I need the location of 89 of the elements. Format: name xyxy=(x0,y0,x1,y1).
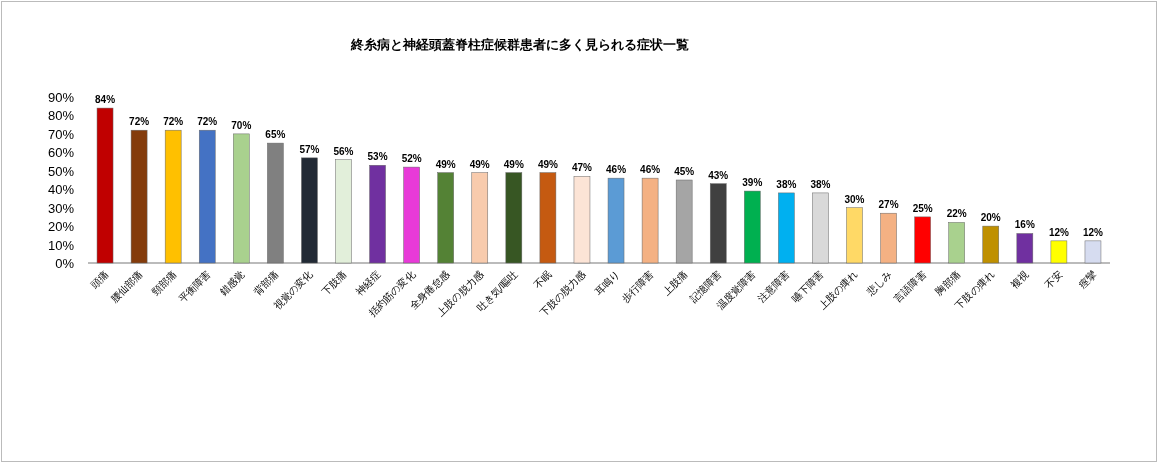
x-tick-label: 腰仙部痛 xyxy=(108,268,145,305)
x-tick-label: 頭痛 xyxy=(88,268,111,291)
y-tick-label: 50% xyxy=(47,163,75,179)
y-tick-label: 80% xyxy=(47,108,75,124)
x-tick-label: 背部痛 xyxy=(251,268,281,298)
bar xyxy=(130,129,148,264)
x-tick-label: 悲しみ xyxy=(864,268,894,299)
bar xyxy=(778,192,795,264)
bar xyxy=(198,129,216,264)
bar xyxy=(471,172,489,264)
y-tick-label: 90% xyxy=(47,90,75,105)
data-label: 47% xyxy=(571,162,593,174)
data-label: 45% xyxy=(674,166,695,177)
data-label: 46% xyxy=(606,164,627,176)
bar xyxy=(982,225,1000,264)
x-tick-label: 錯感覚 xyxy=(217,268,247,298)
data-label: 43% xyxy=(708,169,729,181)
bar xyxy=(607,177,625,264)
data-label: 72% xyxy=(163,116,184,128)
x-tick-label: 上肢痛 xyxy=(660,268,690,298)
y-tick-label: 0% xyxy=(55,256,75,271)
x-tick-label: 痙攣 xyxy=(1076,268,1099,291)
bar xyxy=(233,133,250,264)
bar xyxy=(267,142,284,264)
x-tick-label: 不安 xyxy=(1042,268,1065,291)
bar xyxy=(675,179,693,264)
data-label: 38% xyxy=(776,178,797,190)
bar xyxy=(744,190,761,264)
data-label: 49% xyxy=(503,158,524,170)
x-tick-label: 頸部痛 xyxy=(149,268,179,298)
data-label: 49% xyxy=(537,158,559,170)
bar xyxy=(573,176,591,264)
bar xyxy=(437,172,454,264)
y-tick-label: 20% xyxy=(47,219,75,235)
data-label: 20% xyxy=(980,212,1001,224)
data-label: 53% xyxy=(367,151,388,163)
y-tick-label: 60% xyxy=(47,145,75,161)
data-label: 52% xyxy=(401,153,422,165)
data-label: 56% xyxy=(333,145,354,157)
data-label: 70% xyxy=(231,119,252,131)
data-label: 25% xyxy=(912,202,933,214)
bar xyxy=(96,107,114,264)
x-tick-label: 言語障害 xyxy=(891,268,929,305)
data-label: 38% xyxy=(810,178,831,190)
y-tick-label: 30% xyxy=(47,200,75,216)
data-label: 49% xyxy=(469,158,490,170)
data-label: 57% xyxy=(299,143,320,155)
data-label: 12% xyxy=(1048,226,1070,238)
data-label: 49% xyxy=(435,158,456,170)
bar xyxy=(1016,233,1034,264)
data-label: 22% xyxy=(946,208,967,220)
chart-title: 終糸病と神経頭蓋脊柱症候群患者に多く見られる症状一覧 xyxy=(350,37,689,52)
bar xyxy=(403,166,420,264)
data-label: 72% xyxy=(129,116,150,128)
bar xyxy=(505,172,523,264)
data-label: 30% xyxy=(844,193,865,205)
data-label: 72% xyxy=(197,116,218,128)
bar xyxy=(812,192,829,264)
x-tick-label: 複視 xyxy=(1008,268,1031,291)
bar xyxy=(1084,240,1102,264)
data-label: 39% xyxy=(742,177,763,189)
data-label: 27% xyxy=(878,199,899,211)
data-label: 16% xyxy=(1014,219,1035,231)
bar xyxy=(1050,240,1068,264)
bar xyxy=(709,183,727,264)
data-label: 84% xyxy=(95,94,116,106)
x-tick-label: 注意障害 xyxy=(755,268,792,305)
bar xyxy=(539,172,557,264)
bar xyxy=(335,159,352,264)
bar xyxy=(948,222,965,264)
bar xyxy=(301,157,318,264)
bar xyxy=(914,216,931,264)
bar xyxy=(846,207,863,264)
y-tick-label: 70% xyxy=(47,126,75,142)
x-tick-label: 耳鳴り xyxy=(592,268,622,298)
data-label: 46% xyxy=(640,164,661,176)
bar xyxy=(369,164,386,264)
x-tick-label: 平衡障害 xyxy=(176,268,213,305)
data-label: 12% xyxy=(1082,226,1104,238)
y-tick-label: 10% xyxy=(47,237,75,253)
x-tick-label: 不眠 xyxy=(531,268,554,291)
bar xyxy=(641,177,659,264)
bar xyxy=(880,212,897,264)
y-tick-label: 40% xyxy=(47,182,75,198)
x-tick-label: 神経症 xyxy=(353,268,383,298)
x-tick-label: 歩行障害 xyxy=(619,268,656,305)
data-label: 65% xyxy=(265,129,286,141)
x-tick-label: 下肢痛 xyxy=(319,268,349,298)
bar xyxy=(164,129,182,264)
